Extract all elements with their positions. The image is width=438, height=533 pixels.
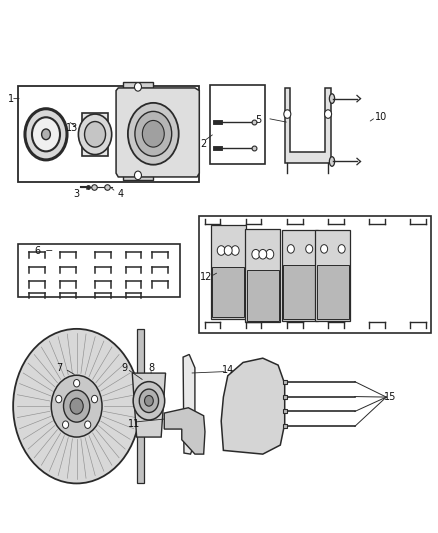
Text: 12: 12 xyxy=(200,272,212,282)
Polygon shape xyxy=(285,88,331,163)
Bar xyxy=(123,82,153,92)
Circle shape xyxy=(42,129,50,140)
Circle shape xyxy=(85,122,106,147)
Text: 2: 2 xyxy=(201,139,207,149)
Circle shape xyxy=(266,249,274,259)
Polygon shape xyxy=(212,266,244,317)
Circle shape xyxy=(145,395,153,406)
Polygon shape xyxy=(183,354,195,454)
Circle shape xyxy=(231,246,239,255)
Circle shape xyxy=(134,171,141,180)
Circle shape xyxy=(74,379,80,387)
Polygon shape xyxy=(211,225,246,319)
Text: 4: 4 xyxy=(117,189,124,199)
Circle shape xyxy=(287,245,294,253)
Circle shape xyxy=(70,398,83,414)
Circle shape xyxy=(321,245,328,253)
Text: 11: 11 xyxy=(127,419,140,429)
Circle shape xyxy=(56,395,62,403)
Circle shape xyxy=(134,83,141,91)
Text: 8: 8 xyxy=(148,363,154,373)
Circle shape xyxy=(306,245,313,253)
Circle shape xyxy=(63,421,69,429)
Text: 6: 6 xyxy=(34,246,40,255)
Circle shape xyxy=(217,246,225,255)
Text: 14: 14 xyxy=(222,366,234,375)
Bar xyxy=(18,244,180,297)
Circle shape xyxy=(135,111,172,156)
Circle shape xyxy=(142,120,164,147)
Circle shape xyxy=(259,249,267,259)
Bar xyxy=(137,329,144,483)
Circle shape xyxy=(133,382,165,420)
Text: 13: 13 xyxy=(66,123,78,133)
Text: 3: 3 xyxy=(74,189,80,199)
Circle shape xyxy=(32,117,60,151)
Polygon shape xyxy=(116,88,199,177)
Circle shape xyxy=(128,103,179,165)
Text: 5: 5 xyxy=(255,115,261,125)
Ellipse shape xyxy=(329,157,335,166)
Circle shape xyxy=(92,395,98,403)
Circle shape xyxy=(252,249,260,259)
Bar xyxy=(171,102,195,165)
Polygon shape xyxy=(315,230,350,321)
Circle shape xyxy=(139,389,159,413)
Polygon shape xyxy=(164,408,205,454)
Bar xyxy=(123,171,153,180)
Circle shape xyxy=(64,390,90,422)
Polygon shape xyxy=(221,358,285,454)
Bar xyxy=(82,113,108,156)
Circle shape xyxy=(284,110,291,118)
Polygon shape xyxy=(283,265,317,319)
Bar xyxy=(18,86,199,182)
Text: 10: 10 xyxy=(375,112,387,122)
Bar xyxy=(210,85,265,164)
Polygon shape xyxy=(317,265,349,319)
Text: 9: 9 xyxy=(122,363,128,373)
Circle shape xyxy=(224,246,232,255)
Polygon shape xyxy=(247,270,279,321)
Circle shape xyxy=(78,114,112,155)
Circle shape xyxy=(338,245,345,253)
Text: 7: 7 xyxy=(56,363,62,373)
Bar xyxy=(199,216,431,333)
Ellipse shape xyxy=(329,94,335,103)
Circle shape xyxy=(325,110,332,118)
Text: 1: 1 xyxy=(8,94,14,103)
Circle shape xyxy=(25,109,67,160)
Circle shape xyxy=(85,421,91,429)
Polygon shape xyxy=(132,373,166,437)
Circle shape xyxy=(13,329,140,483)
Polygon shape xyxy=(282,230,318,321)
Polygon shape xyxy=(245,229,280,322)
Text: 15: 15 xyxy=(384,392,396,402)
Circle shape xyxy=(51,375,102,437)
